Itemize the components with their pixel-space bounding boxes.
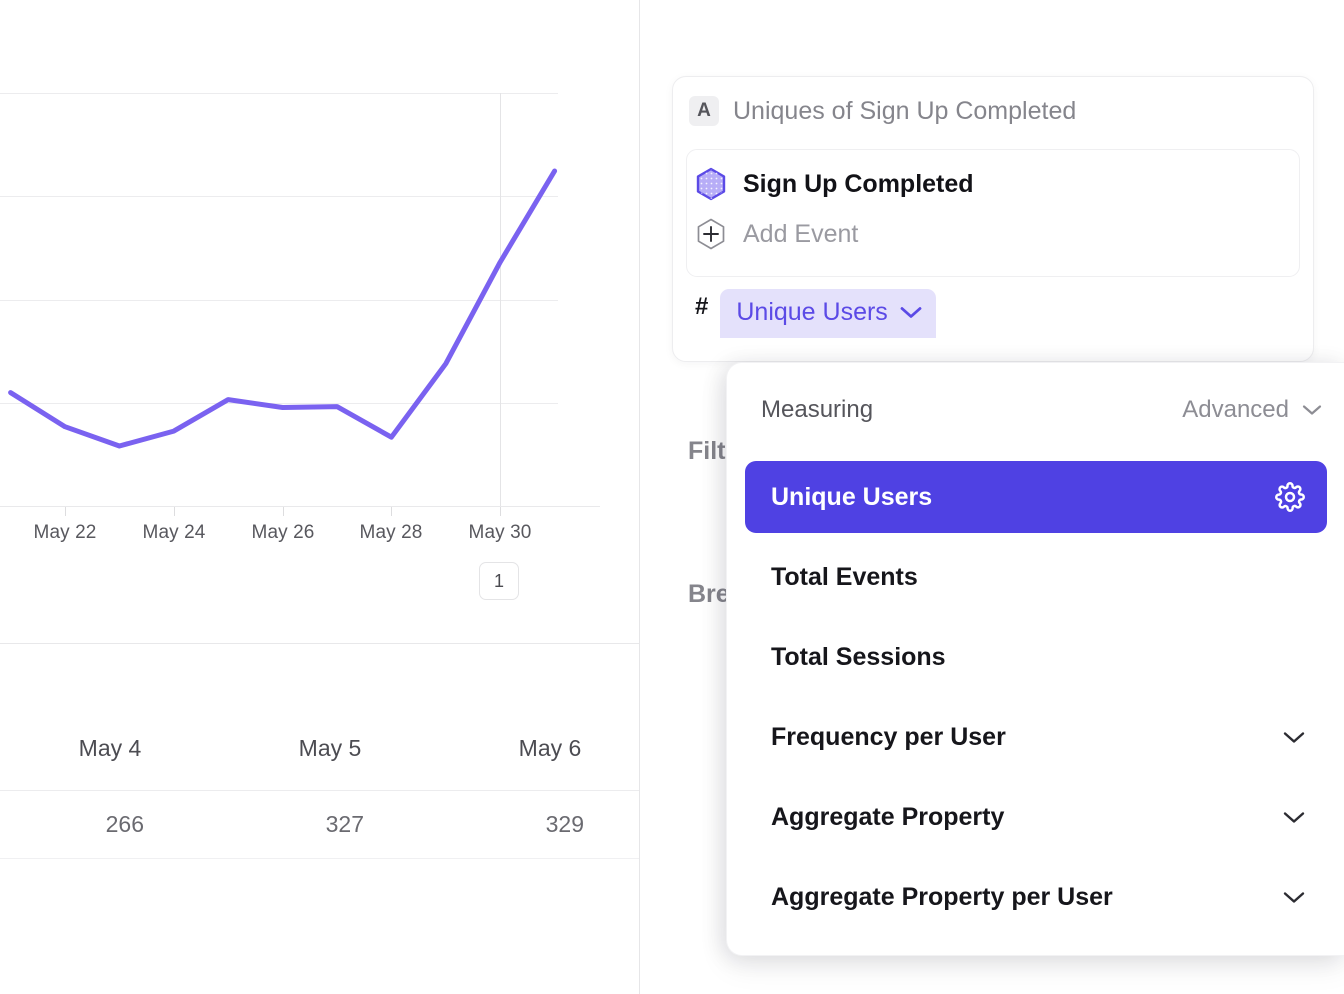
event-row-sign-up-completed[interactable]: Sign Up Completed [695,162,974,206]
table-cell: 266 [105,811,144,837]
x-axis-label: May 28 [359,522,423,543]
dropdown-item-label: Total Events [771,562,918,591]
advanced-label: Advanced [1182,396,1289,423]
chart-series-path [8,168,558,449]
chevron-down-icon [1302,404,1322,416]
add-event-button[interactable]: Add Event [695,212,858,256]
pagination-page-badge[interactable]: 1 [479,562,519,600]
dropdown-header: Measuring Advanced [761,396,1322,424]
query-builder-panel: A Uniques of Sign Up Completed [640,0,1344,994]
chevron-down-icon[interactable] [1283,811,1305,824]
x-axis-tick [391,507,392,516]
dropdown-item-aggregate-property[interactable]: Aggregate Property [745,781,1327,853]
chart-gridline [0,300,558,301]
table-column-header[interactable]: May 4 [78,735,142,761]
chart-gridline [0,93,558,94]
event-list-box: Sign Up Completed Add Event [686,149,1300,277]
analytics-left-panel: May 22 May 24 May 26 May 28 May 30 1 May… [0,0,639,994]
hexagon-filled-icon [695,167,727,201]
dropdown-title: Measuring [761,396,874,423]
table-cell: 327 [325,811,364,837]
dropdown-item-total-events[interactable]: Total Events [745,541,1327,613]
dropdown-item-total-sessions[interactable]: Total Sessions [745,621,1327,693]
dropdown-item-label: Frequency per User [771,722,1006,751]
chevron-down-icon[interactable] [1283,891,1305,904]
table-cell: 329 [545,811,584,837]
x-axis-tick [283,507,284,516]
x-axis-label: May 22 [33,522,97,543]
metric-card[interactable]: A Uniques of Sign Up Completed [672,76,1314,362]
chevron-down-icon [900,306,922,319]
measure-value-label: Unique Users [736,298,888,326]
table-header-divider [0,790,639,791]
advanced-mode-toggle[interactable]: Advanced [1182,396,1322,424]
measure-selector-row: # Unique Users [695,289,936,338]
panel-divider [639,0,640,994]
metric-title-row: A Uniques of Sign Up Completed [689,96,1076,126]
x-axis-label: May 26 [251,522,315,543]
measuring-dropdown-panel: Measuring Advanced Unique Users Total Ev… [726,362,1344,956]
chart-axis-line [0,506,600,507]
dropdown-item-label: Unique Users [771,482,933,511]
dropdown-item-aggregate-property-per-user[interactable]: Aggregate Property per User [745,861,1327,933]
x-axis-label: May 30 [468,522,532,543]
measure-dropdown-trigger[interactable]: Unique Users [720,289,936,338]
dropdown-item-unique-users[interactable]: Unique Users [745,461,1327,533]
dropdown-item-label: Aggregate Property per User [771,882,1113,911]
filter-section-label: Filt [688,437,726,465]
data-table-header: May 4 May 5 May 6 [0,644,639,790]
chevron-down-icon[interactable] [1283,731,1305,744]
add-event-label: Add Event [743,219,859,248]
chart-vertical-marker [500,93,501,506]
table-column-header[interactable]: May 5 [298,735,362,761]
hexagon-plus-icon [695,217,727,251]
table-top-divider [0,643,639,644]
table-row: 266 327 329 [0,791,639,858]
gear-icon[interactable] [1275,482,1305,512]
table-row-divider [0,858,639,859]
dropdown-item-label: Total Sessions [771,642,946,671]
chart-gridline [0,403,558,404]
table-column-header[interactable]: May 6 [518,735,582,761]
metric-title[interactable]: Uniques of Sign Up Completed [733,96,1077,125]
breakdown-section-label: Bre [688,580,730,608]
x-axis-tick [65,507,66,516]
dropdown-item-frequency-per-user[interactable]: Frequency per User [745,701,1327,773]
event-label: Sign Up Completed [743,169,974,198]
hash-icon: # [695,292,709,320]
x-axis-tick [174,507,175,516]
metric-letter-badge: A [689,96,719,126]
line-chart[interactable]: May 22 May 24 May 26 May 28 May 30 [0,76,600,543]
x-axis-tick [500,507,501,516]
chart-gridline [0,196,558,197]
dropdown-item-label: Aggregate Property [771,802,1005,831]
x-axis-label: May 24 [142,522,206,543]
